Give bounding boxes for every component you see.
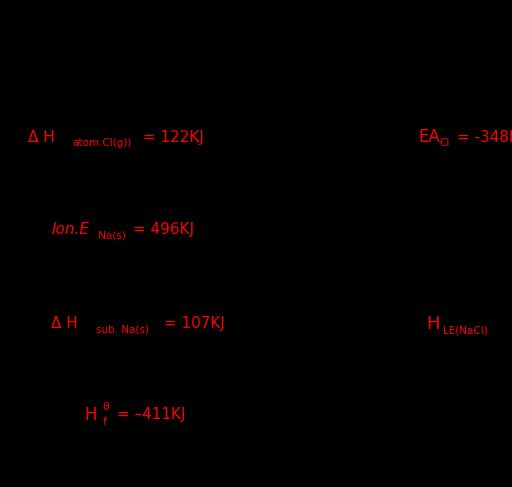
Text: = –411KJ: = –411KJ	[112, 408, 185, 422]
Text: EA: EA	[419, 129, 440, 146]
Text: H: H	[426, 315, 439, 333]
Text: θ: θ	[102, 402, 109, 412]
Text: Na(s): Na(s)	[95, 231, 125, 241]
Text: f: f	[102, 417, 106, 427]
Text: Ion.E: Ion.E	[51, 223, 89, 237]
Text: = 122KJ: = 122KJ	[138, 130, 204, 145]
Text: = -348KJ: = -348KJ	[452, 130, 512, 145]
Text: = 107KJ: = 107KJ	[159, 317, 225, 331]
Text: = 496KJ: = 496KJ	[128, 223, 194, 237]
Text: sub. Na(s): sub. Na(s)	[96, 325, 149, 335]
Text: Δ H: Δ H	[28, 130, 55, 145]
Text: H: H	[84, 406, 97, 424]
Text: LE(NaCl): LE(NaCl)	[443, 326, 488, 336]
Text: Cl: Cl	[439, 138, 450, 148]
Text: Δ H: Δ H	[51, 317, 78, 331]
Text: atom.Cl(g)): atom.Cl(g))	[73, 138, 132, 148]
